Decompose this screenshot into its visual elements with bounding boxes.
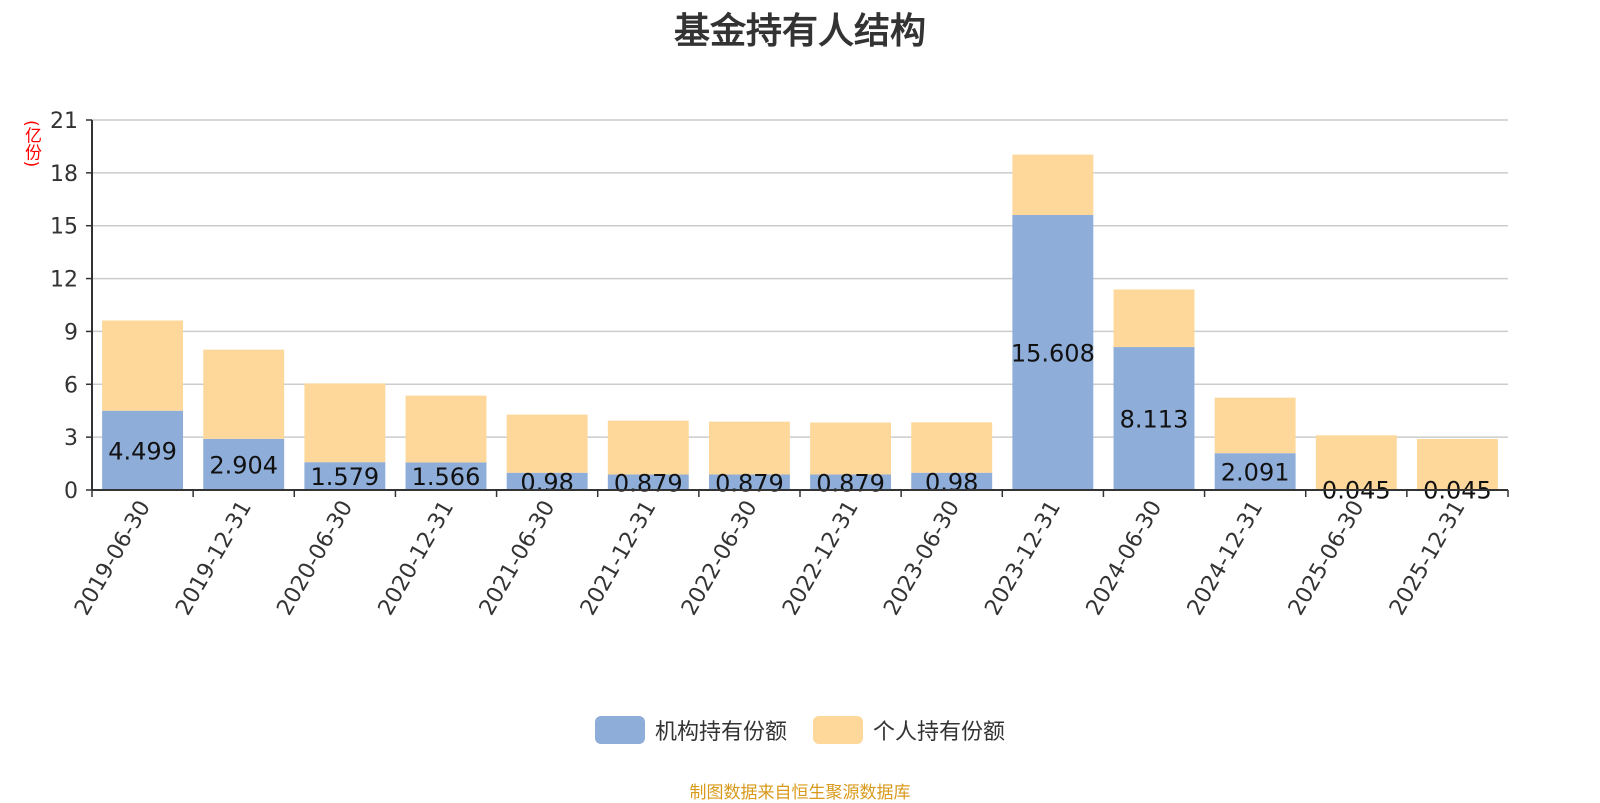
- data-label-institutional: 0.879: [816, 469, 885, 497]
- bar-individual: [911, 422, 993, 473]
- data-label-institutional: 2.091: [1221, 459, 1290, 487]
- y-tick-label: 9: [64, 320, 78, 345]
- x-tick-label: 2023-12-31: [980, 497, 1066, 620]
- bar-individual: [810, 422, 892, 475]
- x-tick-label: 2020-06-30: [272, 497, 358, 620]
- source-note: 制图数据来自恒生聚源数据库: [689, 783, 911, 803]
- legend-swatch-individual: [813, 716, 863, 744]
- bar-institutional: [304, 462, 386, 490]
- bar-institutional: [203, 438, 285, 490]
- stacked-bar-chart: 0 3 6 9 12 15 18 21 4.499 2.904 1.579 1.566 0.98 0.87…: [50, 109, 1509, 620]
- x-tick-label: 2024-12-31: [1183, 497, 1269, 620]
- x-tick-label: 2021-06-30: [475, 497, 561, 620]
- bar-institutional: [1012, 215, 1094, 491]
- legend-item-individual[interactable]: 个人持有份额: [813, 714, 1005, 746]
- data-label-institutional: 2.904: [209, 451, 278, 479]
- bar-individual: [506, 414, 588, 473]
- y-axis-unit: (亿份): [21, 120, 41, 168]
- legend: 机构持有份额 个人持有份额: [0, 714, 1600, 746]
- data-label-institutional: 15.608: [1011, 340, 1095, 368]
- bar-individual: [304, 383, 386, 463]
- bar-individual: [607, 420, 689, 475]
- legend-label-institutional: 机构持有份额: [654, 720, 787, 745]
- x-tick-label: 2019-06-30: [70, 497, 156, 620]
- bar-institutional: [405, 462, 487, 490]
- data-label-institutional: 1.579: [310, 463, 379, 491]
- bar-individual: [708, 421, 790, 475]
- data-label-institutional: 8.113: [1120, 406, 1189, 434]
- bar-institutional: [607, 474, 689, 490]
- x-tick-label: 2022-06-30: [677, 497, 763, 620]
- y-tick-label: 0: [64, 479, 78, 504]
- bar-institutional: [708, 474, 790, 490]
- y-tick-label: 12: [50, 268, 78, 293]
- y-tick-label: 18: [50, 162, 78, 187]
- legend-swatch-institutional: [594, 716, 645, 744]
- bar-individual: [1113, 289, 1195, 348]
- x-tick-label: 2023-06-30: [879, 497, 965, 620]
- data-label-institutional: 0.879: [715, 469, 784, 497]
- bar-institutional: [506, 472, 588, 490]
- bar-institutional: [1214, 453, 1296, 490]
- data-label-institutional: 1.566: [412, 463, 481, 491]
- x-tick-label: 2020-12-31: [374, 497, 460, 620]
- bar-individual: [1315, 435, 1397, 490]
- bar-individual: [102, 320, 184, 411]
- y-tick-label: 15: [50, 215, 78, 240]
- x-tick-label: 2024-06-30: [1082, 497, 1168, 620]
- y-tick-label: 3: [64, 426, 78, 451]
- x-tick-label: 2025-12-31: [1385, 497, 1471, 620]
- bar-individual: [1214, 397, 1296, 454]
- bar-institutional: [911, 472, 993, 490]
- y-tick-label: 6: [64, 373, 78, 398]
- legend-label-individual: 个人持有份额: [873, 720, 1006, 745]
- y-tick-label: 21: [50, 109, 78, 134]
- bar-institutional: [1113, 347, 1195, 490]
- data-label-institutional: 0.98: [925, 468, 978, 496]
- bar-institutional: [810, 474, 892, 490]
- chart-title: 基金持有人结构: [673, 11, 926, 52]
- bar-institutional: [102, 410, 184, 490]
- bar-individual: [405, 395, 487, 463]
- x-tick-label: 2022-12-31: [778, 497, 864, 620]
- data-label-institutional: 4.499: [108, 437, 177, 465]
- bar-individual: [1416, 438, 1498, 490]
- data-label-institutional: 0.879: [614, 469, 683, 497]
- x-tick-label: 2025-06-30: [1284, 497, 1370, 620]
- data-label-institutional: 0.98: [520, 468, 573, 496]
- x-tick-label: 2021-12-31: [576, 497, 662, 620]
- bar-individual: [203, 349, 285, 439]
- x-tick-label: 2019-12-31: [171, 497, 257, 620]
- legend-item-institutional[interactable]: 机构持有份额: [594, 714, 787, 746]
- bar-individual: [1012, 154, 1094, 216]
